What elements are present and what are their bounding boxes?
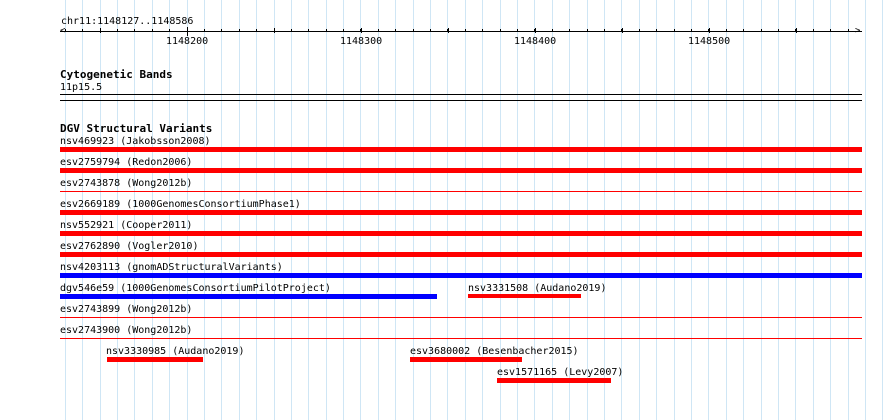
ruler-tick [430,29,431,32]
ruler-left-arrow: < [60,26,66,36]
variant-bar[interactable] [410,357,522,362]
variant-bar[interactable] [107,357,203,362]
variant-bar[interactable] [60,147,862,152]
ruler-tick [378,29,379,32]
variant-label[interactable]: esv2669189 (1000GenomesConsortiumPhase1) [60,199,301,210]
ruler-tick [204,29,205,32]
ruler-tick [604,29,605,32]
ruler-tick [709,28,710,33]
ruler-tick [708,29,709,32]
ruler-tick [65,29,66,32]
ruler-tick [343,29,344,32]
ruler-tick [743,29,744,32]
variant-bar[interactable] [497,378,611,383]
variant-label[interactable]: esv1571165 (Levy2007) [497,367,624,378]
ruler-tick [448,28,449,33]
variant-label[interactable]: esv2743900 (Wong2012b) [60,325,193,336]
region-label: chr11:1148127..1148586 [61,16,194,27]
variant-label[interactable]: nsv3330985 (Audano2019) [106,346,245,357]
cytoband-line-bottom [60,100,862,101]
variant-bar[interactable] [60,231,862,236]
ruler-tick [447,29,448,32]
ruler-tick [778,29,779,32]
ruler-tick-label: 1148200 [166,36,209,47]
variant-label[interactable]: nsv3331508 (Audano2019) [468,283,607,294]
variant-bar[interactable] [60,191,862,192]
ruler-tick-label: 1148300 [340,36,383,47]
variant-label[interactable]: nsv469923 (Jakobsson2008) [60,136,211,147]
ruler-tick [830,29,831,32]
ruler-tick [517,29,518,32]
ruler-tick [639,29,640,32]
ruler-tick [187,28,188,33]
ruler-right-arrow: > [855,26,861,36]
ruler-tick [569,29,570,32]
ruler-axis [60,31,862,32]
ruler-tick [221,29,222,32]
ruler-tick [622,28,623,33]
ruler-tick [482,29,483,32]
ruler-tick-label: 1148400 [514,36,557,47]
ruler-tick [796,28,797,33]
ruler-tick [761,29,762,32]
cytoband-label: 11p15.5 [60,82,103,93]
ruler-tick [848,29,849,32]
variant-bar[interactable] [60,168,862,173]
ruler-tick [291,29,292,32]
variant-label[interactable]: esv2759794 (Redon2006) [60,157,193,168]
ruler-tick [813,29,814,32]
variant-label[interactable]: esv2743899 (Wong2012b) [60,304,193,315]
ruler-tick [152,29,153,32]
ruler-tick [326,29,327,32]
ruler-tick [239,29,240,32]
ruler-tick [274,28,275,33]
variant-label[interactable]: nsv552921 (Cooper2011) [60,220,193,231]
variant-label[interactable]: esv3680002 (Besenbacher2015) [410,346,579,357]
ruler-tick [656,29,657,32]
ruler-tick [82,29,83,32]
ruler-tick [552,29,553,32]
ruler-tick [169,29,170,32]
ruler-tick [795,29,796,32]
ruler-tick [500,29,501,32]
ruler-tick [465,29,466,32]
variant-label[interactable]: esv2743878 (Wong2012b) [60,178,193,189]
ruler-tick [621,29,622,32]
ruler-tick [534,29,535,32]
cytoband-line-top [60,94,862,95]
ruler-tick [256,29,257,32]
ruler-tick [413,29,414,32]
ruler-tick [134,29,135,32]
ruler-tick-label: 1148500 [688,36,731,47]
variant-bar[interactable] [60,317,862,318]
variant-bar[interactable] [60,252,862,257]
ruler-tick [674,29,675,32]
variant-bar[interactable] [60,338,862,339]
ruler-tick [535,28,536,33]
grid-line [882,0,883,420]
variant-bar[interactable] [60,294,437,299]
track-title-dgv: DGV Structural Variants [60,122,213,135]
ruler-tick [691,29,692,32]
variant-label[interactable]: esv2762890 (Vogler2010) [60,241,199,252]
variant-bar[interactable] [60,273,862,278]
ruler-tick [100,28,101,33]
ruler-tick [726,29,727,32]
variant-label[interactable]: dgv546e59 (1000GenomesConsortiumPilotPro… [60,283,331,294]
ruler-tick [360,29,361,32]
variant-bar[interactable] [468,294,581,298]
variant-bar[interactable] [60,210,862,215]
track-title-cytobands: Cytogenetic Bands [60,68,173,81]
grid-line [865,0,866,420]
ruler-tick [308,29,309,32]
ruler-tick [361,28,362,33]
ruler-tick [395,29,396,32]
ruler-tick [587,29,588,32]
variant-label[interactable]: nsv4203113 (gnomADStructuralVariants) [60,262,283,273]
ruler-tick [117,29,118,32]
